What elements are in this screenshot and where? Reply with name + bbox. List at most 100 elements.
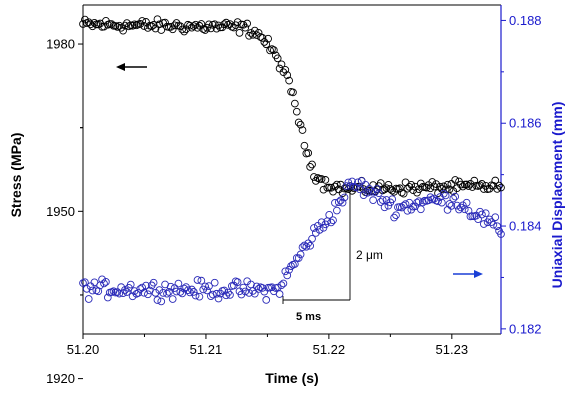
data-point: [296, 250, 305, 259]
data-point: [355, 185, 364, 194]
data-point: [123, 288, 131, 296]
data-point: [325, 211, 334, 219]
data-point: [144, 290, 152, 299]
x-axis-title: Time (s): [265, 370, 318, 386]
data-point: [386, 185, 395, 193]
data-point: [252, 282, 261, 291]
data-point: [437, 185, 446, 193]
data-point: [86, 20, 95, 29]
data-point: [239, 283, 248, 292]
data-point: [249, 30, 257, 39]
data-point: [186, 21, 194, 30]
data-point: [229, 23, 238, 32]
data-point: [443, 180, 452, 189]
data-point: [333, 180, 341, 189]
series-right-axis: [79, 177, 505, 306]
data-point: [445, 200, 454, 208]
data-point: [100, 279, 108, 288]
data-point: [306, 163, 314, 171]
data-point: [374, 189, 383, 198]
data-point: [142, 281, 150, 290]
data-point: [191, 291, 200, 300]
data-point: [392, 211, 400, 220]
data-point: [415, 197, 423, 206]
data-point: [317, 175, 326, 183]
data-point: [462, 198, 471, 207]
data-point: [90, 18, 99, 27]
data-point: [434, 197, 442, 206]
data-point: [327, 218, 335, 227]
data-point: [201, 282, 210, 291]
data-point: [119, 26, 127, 35]
data-point: [113, 288, 122, 296]
data-point: [331, 182, 339, 191]
data-point: [403, 206, 412, 215]
data-point: [395, 184, 404, 193]
left-axis-title: Stress (MPa): [8, 133, 24, 218]
x-tick-label: 51.22: [313, 342, 346, 357]
data-point: [254, 28, 263, 37]
data-point: [497, 230, 505, 238]
data-point: [281, 65, 290, 74]
data-point: [348, 177, 356, 186]
data-point: [432, 180, 440, 188]
displacement-span-unit: μm: [366, 248, 383, 262]
data-point: [373, 185, 381, 193]
left-tick-label: 1950: [46, 204, 75, 219]
data-point: [86, 282, 95, 291]
data-point: [103, 293, 112, 302]
data-point: [151, 289, 160, 297]
data-point: [266, 46, 274, 55]
data-point: [340, 193, 349, 202]
data-point: [283, 71, 292, 79]
data-point: [224, 288, 232, 297]
data-point: [226, 291, 234, 299]
data-point: [451, 192, 460, 201]
data-point: [455, 205, 463, 214]
data-point: [262, 296, 271, 304]
data-point: [453, 201, 461, 210]
series-layer: [79, 15, 505, 306]
data-point: [245, 289, 253, 297]
displacement-span-label: 2 μm: [356, 248, 383, 262]
displacement-span-value: 2: [356, 248, 366, 262]
data-point: [460, 180, 469, 189]
data-point: [250, 289, 259, 298]
data-point: [489, 220, 498, 229]
data-point: [422, 183, 431, 192]
data-point: [449, 194, 458, 203]
data-point: [197, 276, 206, 285]
right-arrow-icon: [474, 270, 483, 278]
data-point: [491, 213, 500, 222]
data-point: [338, 198, 347, 207]
right-series-arrow: [453, 270, 483, 278]
data-point: [168, 25, 177, 34]
data-point: [170, 21, 179, 30]
data-point: [333, 206, 341, 215]
data-point: [439, 189, 448, 198]
data-point: [464, 182, 473, 190]
data-point: [166, 23, 175, 31]
data-point: [128, 21, 137, 30]
data-point: [168, 295, 177, 303]
data-point: [115, 21, 124, 30]
data-point: [222, 18, 231, 27]
data-point: [113, 23, 122, 31]
x-tick-label: 51.23: [436, 342, 469, 357]
left-tick-label: 1920: [46, 371, 75, 386]
data-point: [153, 296, 162, 304]
data-point: [124, 22, 133, 31]
data-point: [268, 283, 276, 292]
data-point: [298, 126, 307, 134]
data-point: [220, 286, 229, 295]
data-point: [189, 22, 198, 30]
data-point: [382, 196, 391, 204]
data-point: [376, 179, 385, 187]
data-point: [205, 20, 213, 29]
data-point: [214, 294, 223, 303]
data-point: [102, 278, 110, 286]
data-point: [84, 18, 93, 27]
data-point: [243, 19, 252, 28]
data-point: [189, 288, 198, 296]
data-point: [308, 234, 316, 243]
